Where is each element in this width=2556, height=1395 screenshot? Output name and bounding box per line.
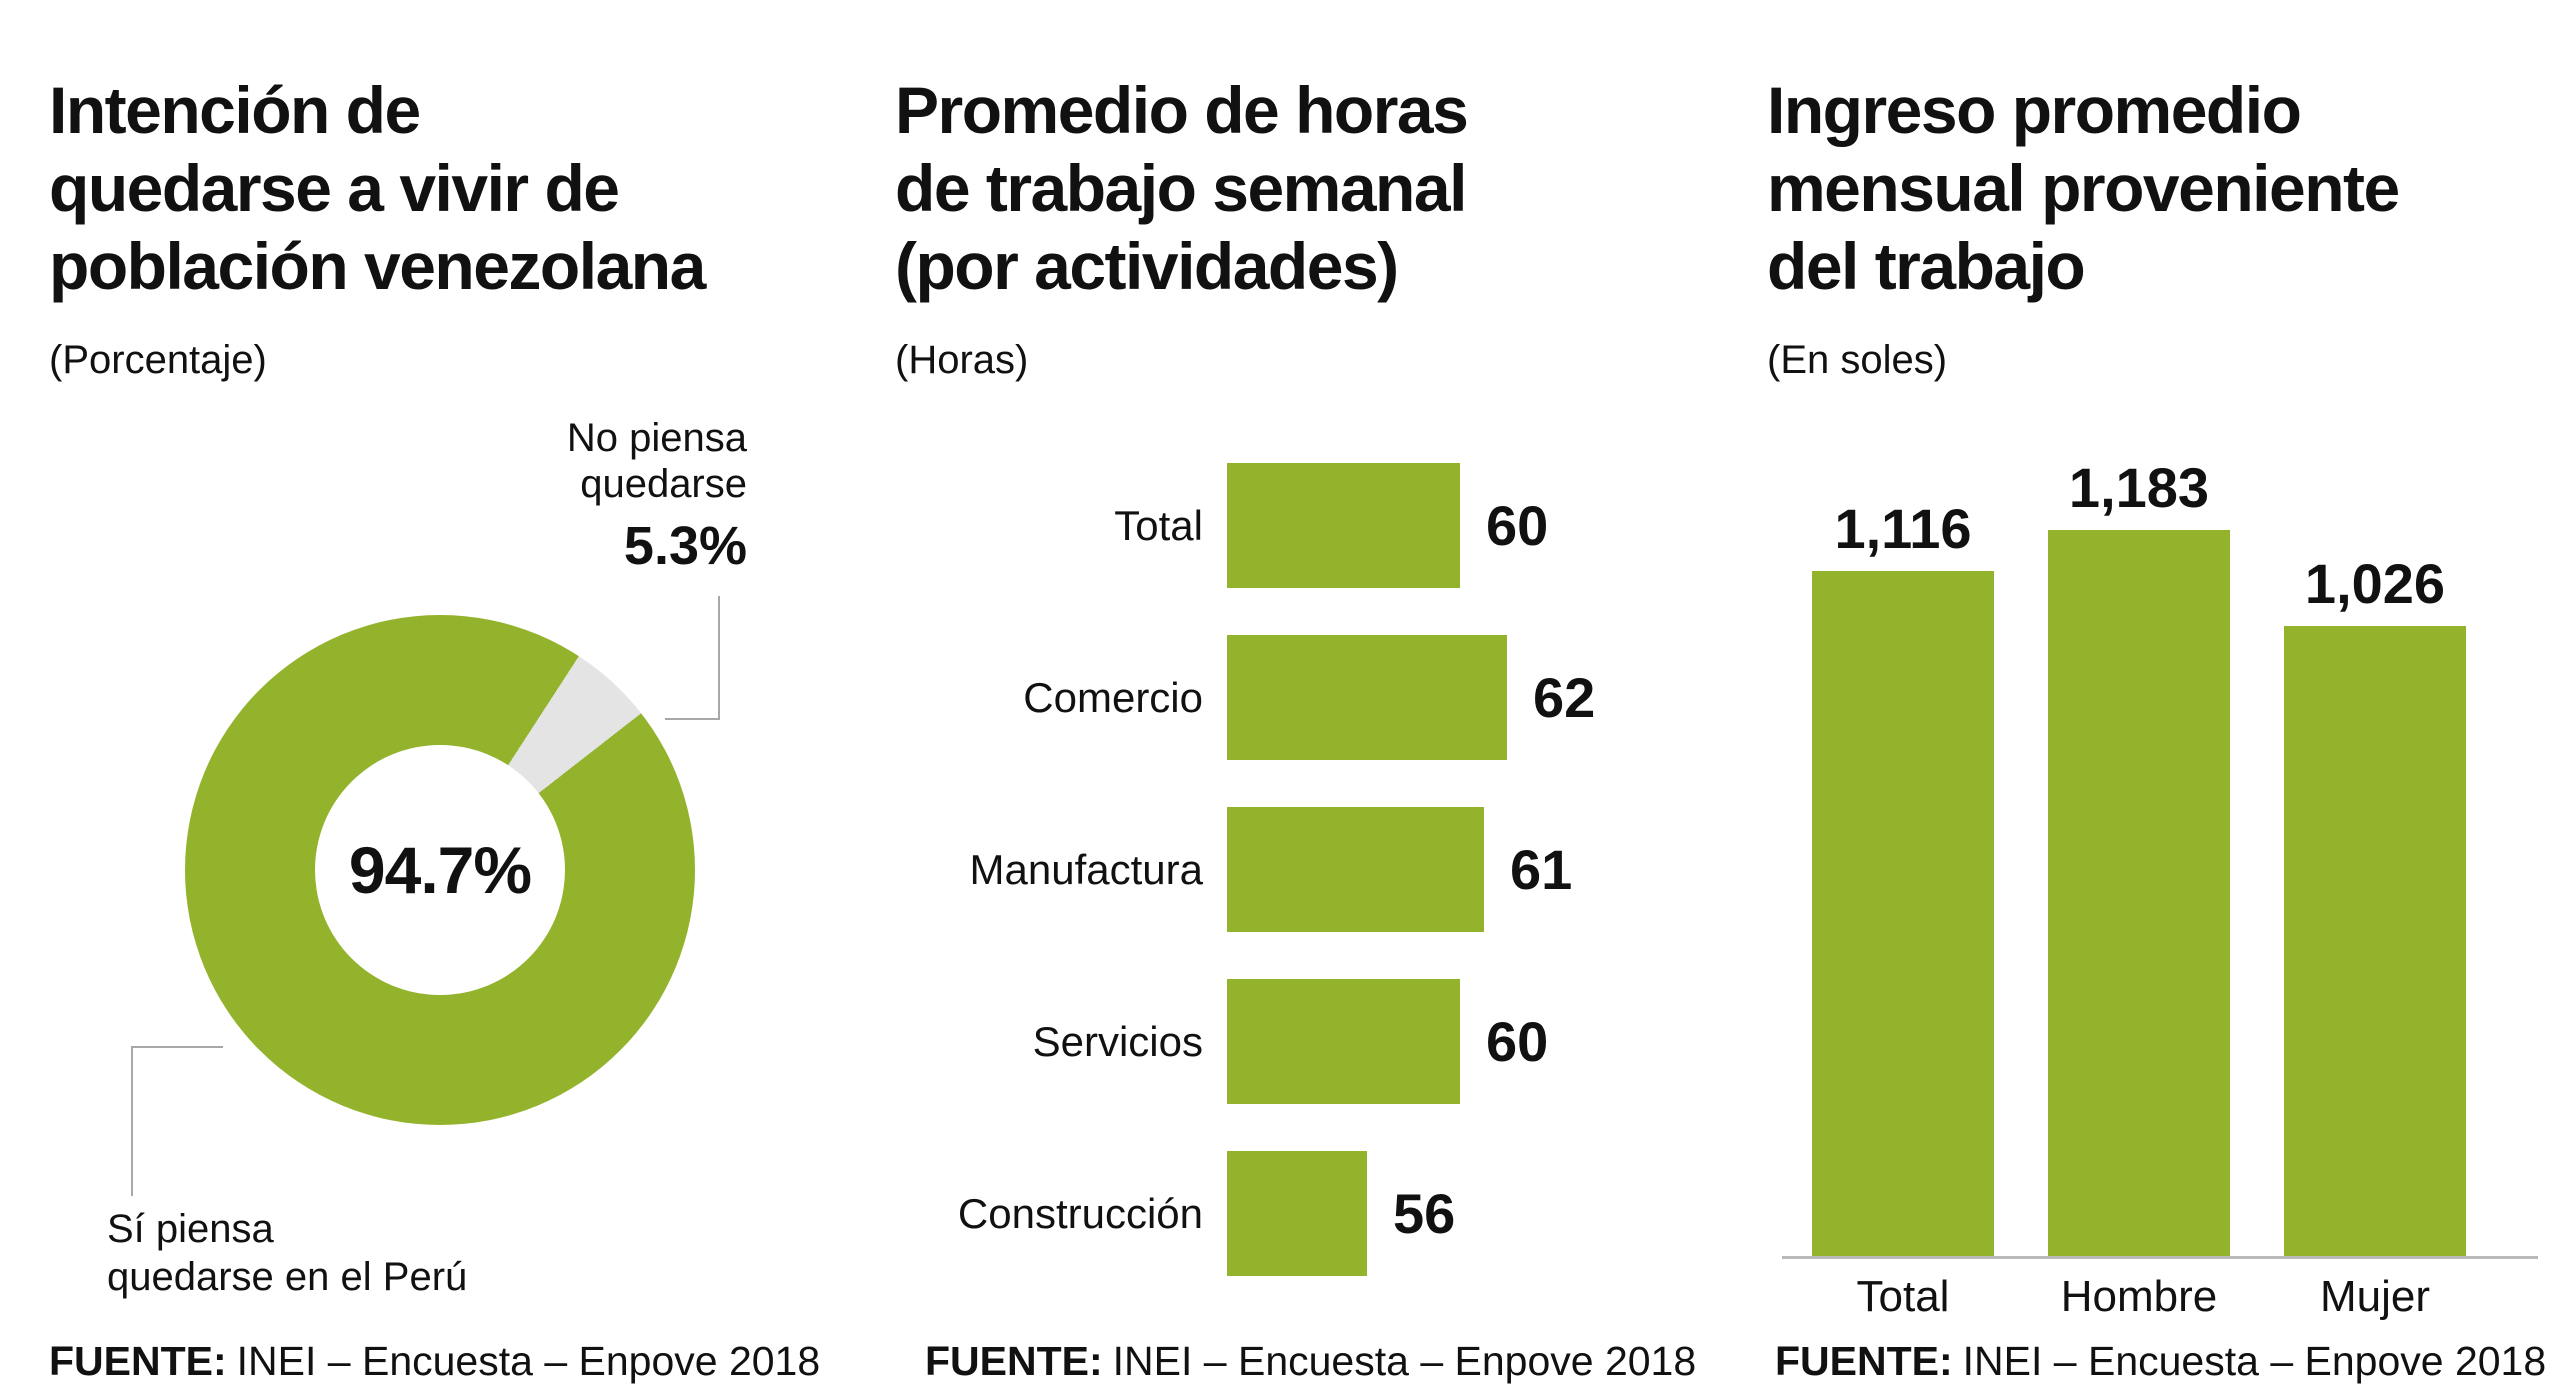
source-label: FUENTE: [49, 1338, 227, 1384]
bar [1227, 1151, 1367, 1276]
source-label: FUENTE: [925, 1338, 1103, 1384]
callout-label: No piensa quedarse [566, 416, 747, 506]
bar-group: 1,026 [2284, 436, 2466, 1256]
bar-row: Servicios 60 [895, 979, 1595, 1104]
bar-row: Manufactura 61 [895, 807, 1595, 932]
chart-title: Ingreso promedio mensual proveniente del… [1767, 73, 2400, 303]
bar-category-label: Comercio [1023, 673, 1203, 721]
callout-value: 5.3% [623, 516, 747, 576]
bar [2284, 626, 2466, 1256]
chart-subtitle: (En soles) [1767, 338, 1948, 382]
donut-hole: 94.7% [315, 745, 565, 995]
bar [1227, 807, 1484, 932]
source-text: INEI – Encuesta – Enpove 2018 [236, 1338, 821, 1384]
source-note: FUENTE: INEI – Encuesta – Enpove 2018 [49, 1338, 820, 1385]
bar-category-label: Mujer [2319, 1272, 2431, 1321]
chart-intencion-quedarse: Intención de quedarse a vivir de poblaci… [49, 0, 849, 1395]
bar-value-label: 1,026 [2304, 552, 2446, 615]
bar-row: Total 60 [895, 463, 1595, 588]
hbar-chart: Total 60 Comercio 62 Manufactura 61 Serv… [895, 463, 1595, 1323]
bar-category-label: Construcción [957, 1189, 1203, 1237]
bar-category-label: Total [1114, 501, 1203, 549]
chart-subtitle: (Porcentaje) [49, 338, 267, 382]
bar-category-label: Servicios [1032, 1017, 1203, 1065]
bar-value-label: 1,116 [1834, 497, 1972, 560]
bar-value-label: 1,183 [2068, 456, 2210, 519]
chart-title: Intención de quedarse a vivir de poblaci… [49, 73, 706, 303]
source-note: FUENTE: INEI – Encuesta – Enpove 2018 [925, 1338, 1696, 1385]
callout-no-piensa: No piensa quedarse 5.3% [567, 415, 747, 577]
bar [2048, 530, 2230, 1256]
bar-row: Construcción 56 [895, 1151, 1595, 1276]
bar-value-label: 60 [1486, 494, 1549, 557]
si-piensa-connector-line [131, 1046, 223, 1196]
chart-subtitle: (Horas) [895, 338, 1029, 382]
bar-category-label: Hombre [2060, 1272, 2218, 1321]
donut-center-value: 94.7% [348, 833, 532, 907]
bar-value-label: 56 [1393, 1182, 1456, 1245]
bar [1227, 635, 1507, 760]
bar-value-label: 60 [1486, 1010, 1549, 1073]
bar-value-label: 62 [1533, 666, 1596, 729]
bar-category-label: Manufactura [969, 845, 1203, 893]
bar-group: 1,183 [2048, 436, 2230, 1256]
donut-ring: 94.7% [185, 615, 695, 1125]
bar-row: Comercio 62 [895, 635, 1595, 760]
chart-ingreso-promedio: Ingreso promedio mensual proveniente del… [1767, 0, 2556, 1395]
x-axis-line [1782, 1256, 2538, 1259]
bar-category-label: Total [1856, 1272, 1950, 1321]
callout-connector-line [665, 596, 720, 720]
bar [1227, 463, 1460, 588]
source-label: FUENTE: [1775, 1338, 1953, 1384]
source-note: FUENTE: INEI – Encuesta – Enpove 2018 [1775, 1338, 2546, 1385]
source-text: INEI – Encuesta – Enpove 2018 [1112, 1338, 1697, 1384]
bar [1227, 979, 1460, 1104]
si-piensa-label: Sí piensa quedarse en el Perú [107, 1207, 468, 1299]
chart-title: Promedio de horas de trabajo semanal (po… [895, 73, 1469, 303]
bar-value-label: 61 [1510, 838, 1573, 901]
source-text: INEI – Encuesta – Enpove 2018 [1962, 1338, 2547, 1384]
chart-horas-trabajo: Promedio de horas de trabajo semanal (po… [895, 0, 1696, 1395]
bar-group: 1,116 [1812, 436, 1994, 1256]
bar [1812, 571, 1994, 1256]
